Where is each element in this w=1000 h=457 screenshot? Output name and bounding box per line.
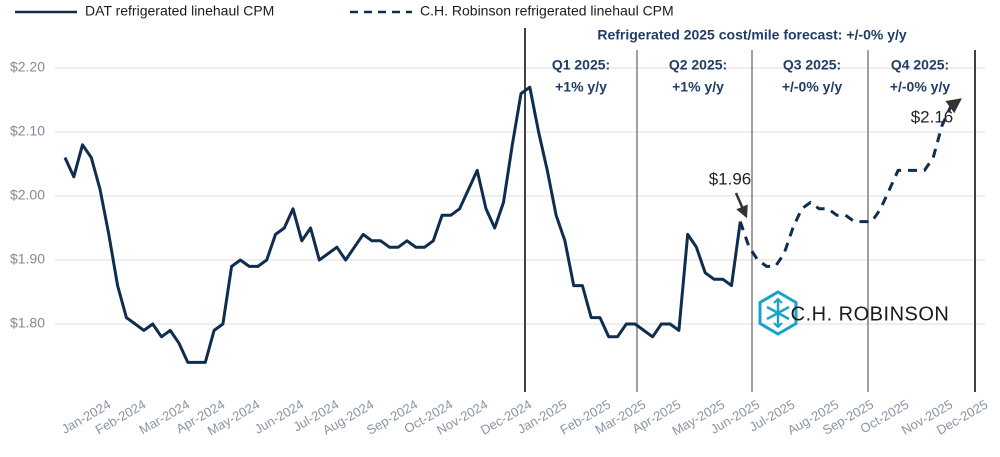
legend-label: C.H. Robinson refrigerated linehaul CPM: [420, 3, 674, 19]
arrow: [734, 192, 748, 219]
legend-label: DAT refrigerated linehaul CPM: [85, 3, 274, 19]
quarter-change: +/-0% y/y: [890, 79, 951, 95]
quarter-label: Q1 2025:: [552, 57, 610, 73]
forecast-title: Refrigerated 2025 cost/mile forecast: +/…: [597, 27, 907, 43]
quarter-change: +1% y/y: [555, 79, 607, 95]
y-tick-label: $2.20: [10, 59, 45, 75]
quarter-labels: Q1 2025: +1% y/y Q2 2025: +1% y/y Q3 2025: +/…: [552, 57, 951, 95]
logo-text: C.H. ROBINSON: [791, 303, 950, 325]
grid: [55, 67, 985, 325]
y-tick-label: $2.10: [10, 123, 45, 139]
quarter-change: +1% y/y: [672, 79, 724, 95]
quarter-label: Q4 2025:: [891, 57, 949, 73]
quarter-label: Q3 2025:: [783, 57, 841, 73]
forecast-end-label: $2.16: [911, 107, 954, 126]
quarter-label: Q2 2025:: [669, 57, 727, 73]
y-tick-label: $2.00: [10, 187, 45, 203]
last-actual-label: $1.96: [709, 169, 752, 188]
legend: DAT refrigerated linehaul CPM C.H. Robins…: [15, 3, 674, 19]
logo: [758, 290, 798, 336]
y-tick-label: $1.90: [10, 251, 45, 267]
y-tick-label: $1.80: [10, 315, 45, 331]
quarter-change: +/-0% y/y: [782, 79, 843, 95]
series-line: [738, 98, 962, 268]
series-line: [63, 85, 742, 364]
